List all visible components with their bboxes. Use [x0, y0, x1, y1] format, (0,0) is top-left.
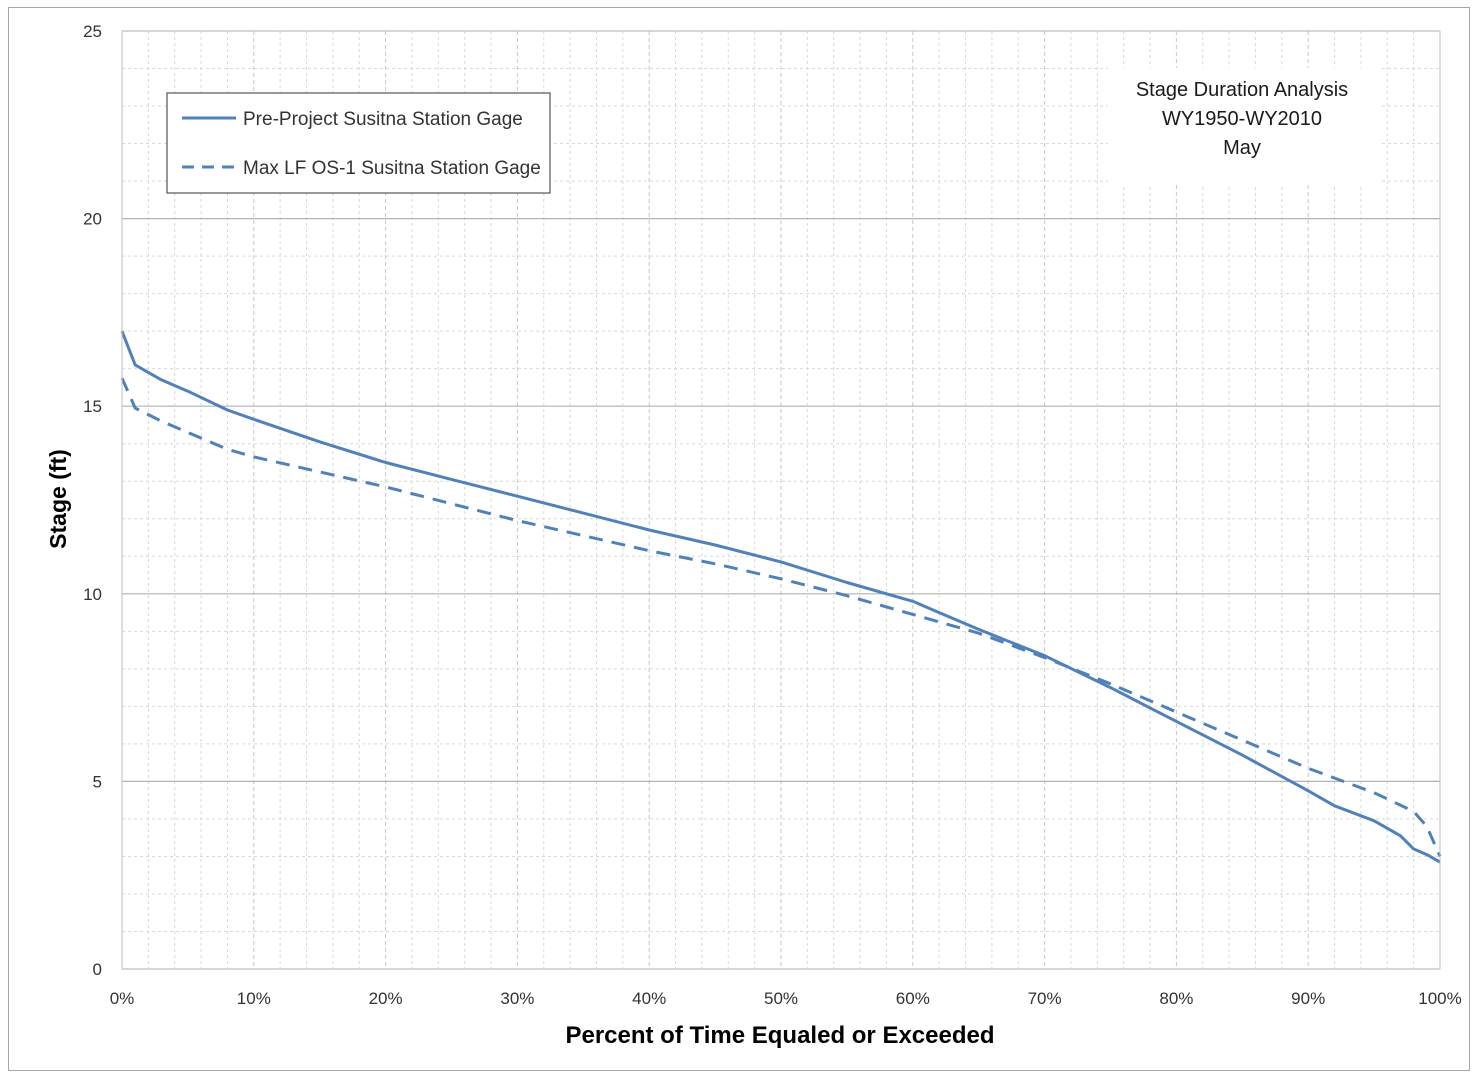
title-line-1: Stage Duration Analysis	[1136, 79, 1348, 101]
legend-label-max-lf: Max LF OS-1 Susitna Station Gage	[243, 158, 541, 179]
x-tick-label: 100%	[1418, 989, 1461, 1008]
x-tick-label: 40%	[632, 989, 666, 1008]
series-line-pre-project	[120, 330, 1441, 864]
series-lines	[120, 330, 1442, 864]
y-axis-title: Stage (ft)	[45, 449, 71, 549]
title-line-3: May	[1223, 137, 1261, 159]
x-tick-label: 60%	[896, 989, 930, 1008]
y-tick-label: 15	[83, 397, 102, 416]
x-tick-label: 0%	[110, 989, 135, 1008]
legend-box	[166, 92, 551, 194]
plot-area-border	[121, 30, 1441, 970]
title-line-2: WY1950-WY2010	[1162, 108, 1322, 130]
x-tick-label: 80%	[1159, 989, 1193, 1008]
title-background	[1108, 68, 1380, 184]
x-tick-label: 50%	[764, 989, 798, 1008]
legend-label-pre-project: Pre-Project Susitna Station Gage	[243, 109, 523, 130]
y-tick-label: 10	[83, 585, 102, 604]
x-axis-tick-labels: 0% 10% 20% 30% 40% 50% 60% 70% 80% 90% 100%	[110, 989, 1462, 1008]
y-tick-label: 5	[93, 772, 102, 791]
x-tick-label: 10%	[237, 989, 271, 1008]
x-tick-label: 70%	[1028, 989, 1062, 1008]
y-tick-label: 25	[83, 22, 102, 41]
x-tick-label: 20%	[369, 989, 403, 1008]
y-axis-tick-labels: 0 5 10 15 20 25	[83, 22, 102, 979]
x-tick-label: 30%	[500, 989, 534, 1008]
series-line-max-lf	[120, 377, 1442, 858]
y-tick-label: 0	[93, 960, 102, 979]
x-tick-label: 90%	[1291, 989, 1325, 1008]
chart-title: Stage Duration Analysis WY1950-WY2010 Ma…	[1108, 68, 1380, 184]
legend: Pre-Project Susitna Station Gage Max LF …	[166, 92, 551, 194]
y-tick-label: 20	[83, 210, 102, 229]
x-axis-title: Percent of Time Equaled or Exceeded	[565, 1022, 994, 1049]
